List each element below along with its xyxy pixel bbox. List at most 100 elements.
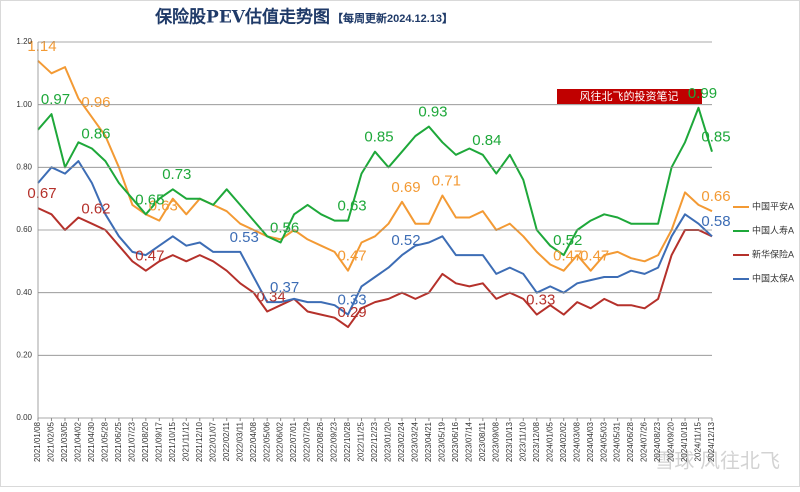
series-line xyxy=(37,160,713,316)
x-tick-label: 2024/07/26 xyxy=(640,421,649,462)
x-tick-label: 2023/06/16 xyxy=(451,421,460,462)
x-tick-label: 2022/01/07 xyxy=(208,421,217,462)
watermark: 雪球 风往北飞 xyxy=(654,449,780,472)
value-label: 0.85 xyxy=(364,129,393,146)
x-tick-label: 2022/07/01 xyxy=(289,421,298,462)
value-label: 0.63 xyxy=(149,198,178,215)
chart-title: 保险股PEV估值走势图 xyxy=(154,7,330,28)
y-tick-label: 0.00 xyxy=(16,413,32,422)
x-tick-label: 2021/06/25 xyxy=(114,421,123,462)
value-label: 0.99 xyxy=(688,85,717,102)
x-tick-label: 2024/08/23 xyxy=(653,421,662,462)
value-label: 0.84 xyxy=(472,132,501,149)
x-tick-label: 2024/04/03 xyxy=(586,421,595,462)
chart-subtitle: 【每周更新2024.12.13】 xyxy=(332,11,453,25)
x-tick-label: 2024/03/08 xyxy=(572,421,581,462)
x-tick-label: 2023/07/14 xyxy=(464,421,473,462)
y-tick-label: 0.20 xyxy=(16,350,32,359)
series-line xyxy=(37,106,713,257)
x-tick-label: 2022/05/06 xyxy=(262,421,271,462)
value-label: 0.58 xyxy=(701,213,730,230)
value-label: 0.93 xyxy=(418,104,447,121)
badge-box xyxy=(557,89,702,104)
x-tick-label: 2022/06/02 xyxy=(276,421,285,462)
x-tick-label: 2024/09/20 xyxy=(667,421,676,462)
x-tick-label: 2021/12/10 xyxy=(195,421,204,462)
value-label: 0.85 xyxy=(701,129,730,146)
legend-label: 中国平安A xyxy=(752,200,794,211)
x-tick-label: 2023/08/11 xyxy=(478,421,487,461)
y-tick-label: 0.40 xyxy=(16,288,32,297)
x-tick-label: 2023/09/08 xyxy=(491,421,500,462)
x-tick-label: 2021/04/30 xyxy=(87,421,96,462)
legend-label: 中国人寿A xyxy=(752,224,794,235)
x-tick-label: 2022/07/29 xyxy=(303,421,312,462)
value-label: 0.73 xyxy=(162,166,191,183)
x-tick-label: 2024/02/02 xyxy=(559,421,568,462)
value-label: 0.86 xyxy=(81,126,110,143)
value-label: 0.52 xyxy=(391,232,420,249)
x-tick-label: 2023/12/08 xyxy=(532,421,541,462)
x-tick-label: 2022/02/11 xyxy=(222,421,231,461)
x-tick-label: 2024/01/05 xyxy=(545,421,554,462)
x-tick-label: 2024/05/03 xyxy=(599,421,608,462)
x-tick-label: 2024/11/15 xyxy=(694,421,703,461)
y-tick-label: 1.20 xyxy=(16,37,32,46)
value-label: 0.33 xyxy=(526,292,555,309)
value-label: 0.71 xyxy=(432,173,461,190)
y-tick-label: 0.60 xyxy=(16,225,32,234)
y-tick-label: 1.00 xyxy=(16,100,32,109)
x-tick-label: 2021/02/05 xyxy=(47,421,56,462)
x-tick-label: 2021/10/15 xyxy=(168,421,177,462)
x-tick-label: 2021/08/20 xyxy=(141,421,150,462)
x-tick-label: 2024/06/28 xyxy=(626,421,635,462)
value-label: 0.69 xyxy=(391,179,420,196)
value-label: 0.65 xyxy=(135,191,164,208)
value-label: 0.97 xyxy=(41,91,70,108)
value-label: 0.47 xyxy=(337,248,366,265)
x-tick-label: 2023/04/21 xyxy=(424,421,433,462)
x-tick-label: 2024/12/13 xyxy=(707,421,716,462)
x-tick-label: 2021/03/05 xyxy=(60,421,69,462)
x-tick-label: 2023/02/24 xyxy=(397,421,406,462)
series-line xyxy=(37,207,713,329)
value-label: 0.62 xyxy=(81,201,110,218)
x-tick-label: 2024/10/18 xyxy=(680,421,689,462)
value-label: 0.47 xyxy=(553,248,582,265)
x-tick-label: 2023/03/24 xyxy=(411,421,420,462)
x-tick-label: 2022/12/23 xyxy=(370,421,379,462)
x-tick-label: 2022/11/25 xyxy=(357,421,366,461)
value-label: 0.96 xyxy=(81,94,110,111)
value-label: 0.47 xyxy=(135,248,164,265)
x-tick-label: 2022/08/26 xyxy=(316,421,325,462)
x-tick-label: 2021/01/08 xyxy=(33,421,42,462)
value-label: 0.47 xyxy=(580,248,609,265)
x-tick-label: 2021/09/17 xyxy=(154,421,163,462)
x-tick-label: 2022/04/08 xyxy=(249,421,258,462)
series-line xyxy=(37,60,713,272)
value-label: 0.53 xyxy=(230,229,259,246)
x-tick-label: 2022/09/23 xyxy=(330,421,339,462)
x-tick-label: 2021/07/23 xyxy=(127,421,136,462)
value-label: 0.66 xyxy=(701,188,730,205)
x-tick-label: 2022/03/11 xyxy=(235,421,244,461)
x-tick-label: 2021/05/28 xyxy=(101,421,110,462)
x-tick-label: 2023/01/20 xyxy=(384,421,393,462)
x-tick-label: 2023/11/10 xyxy=(518,421,527,461)
x-tick-label: 2023/05/19 xyxy=(438,421,447,462)
value-label: 0.29 xyxy=(337,304,366,321)
x-tick-label: 2024/05/31 xyxy=(613,421,622,462)
badge: 风往北飞的投资笔记 xyxy=(580,89,679,103)
x-tick-label: 2021/04/02 xyxy=(74,421,83,462)
x-tick-label: 2023/10/13 xyxy=(505,421,514,462)
value-label: 0.63 xyxy=(337,198,366,215)
value-label: 0.56 xyxy=(270,220,299,237)
value-label: 0.67 xyxy=(27,185,56,202)
value-label: 0.52 xyxy=(553,232,582,249)
value-label: 0.33 xyxy=(337,292,366,309)
y-tick-label: 0.80 xyxy=(16,162,32,171)
legend-label: 中国太保A xyxy=(752,272,794,283)
x-tick-label: 2022/10/28 xyxy=(343,421,352,462)
